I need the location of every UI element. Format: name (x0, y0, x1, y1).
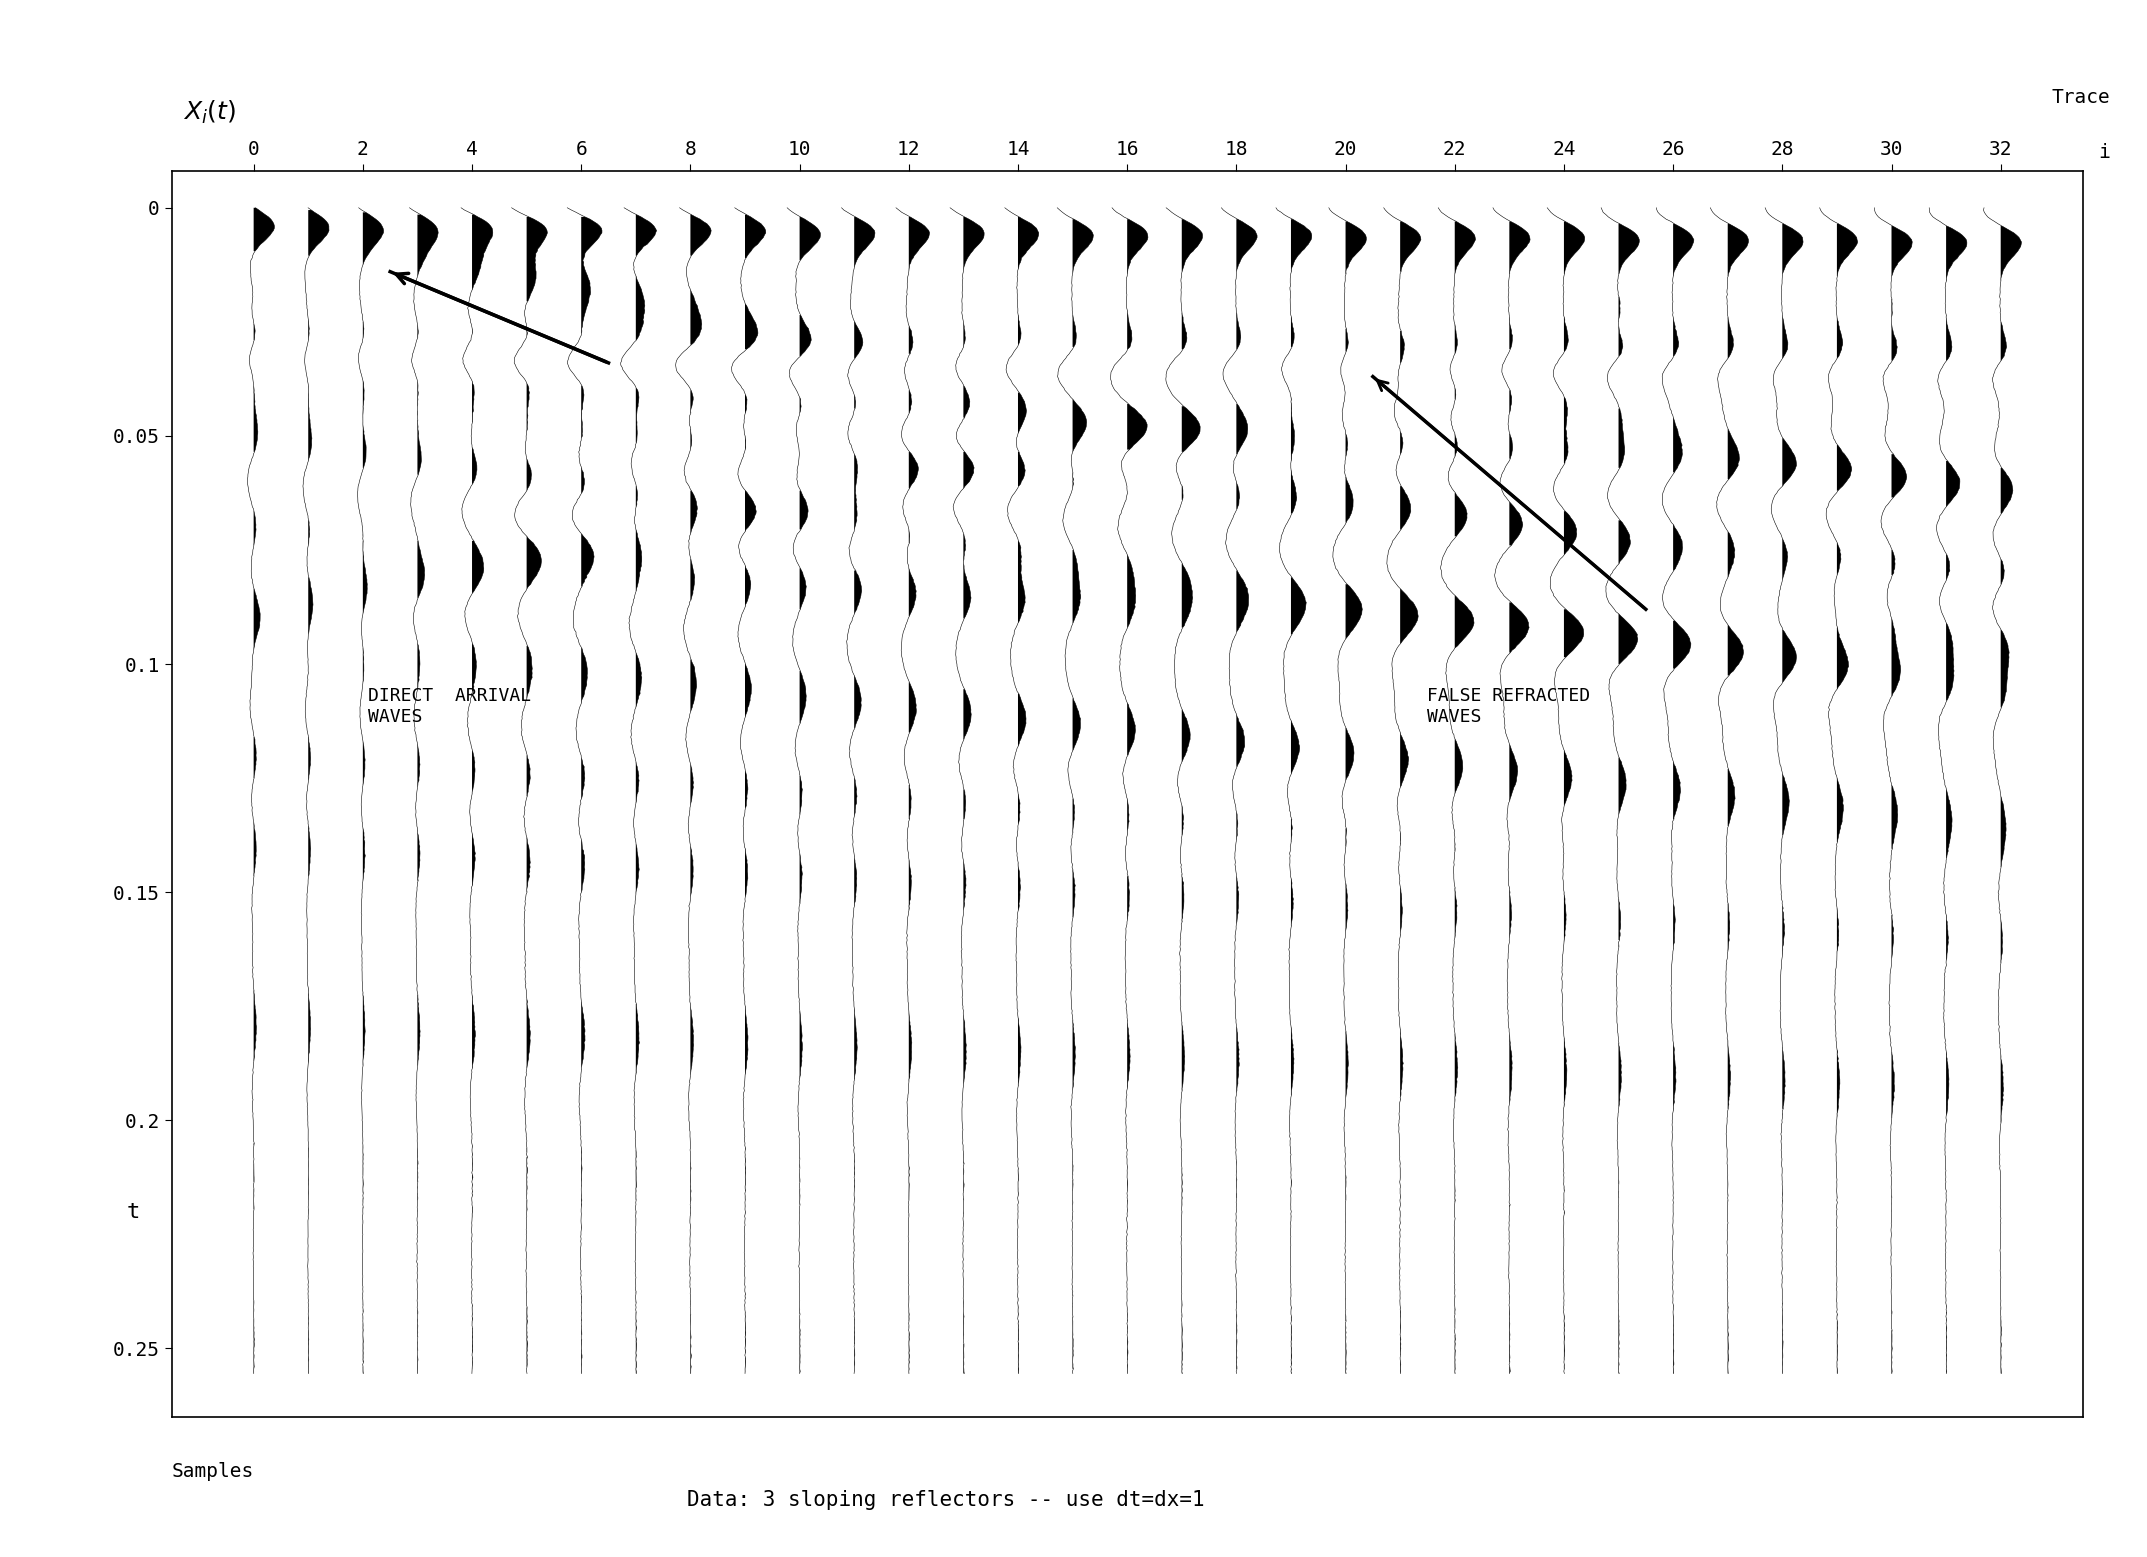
Text: $X_i(t)$: $X_i(t)$ (182, 98, 236, 126)
Text: DIRECT  ARRIVAL
WAVES: DIRECT ARRIVAL WAVES (369, 687, 532, 726)
Text: i: i (2098, 143, 2111, 162)
Text: Samples: Samples (172, 1462, 253, 1482)
Text: FALSE REFRACTED
WAVES: FALSE REFRACTED WAVES (1428, 687, 1591, 726)
Text: Data: 3 sloping reflectors -- use dt=dx=1: Data: 3 sloping reflectors -- use dt=dx=… (687, 1490, 1204, 1510)
Text: Trace: Trace (2050, 89, 2111, 107)
Text: t: t (127, 1202, 140, 1222)
